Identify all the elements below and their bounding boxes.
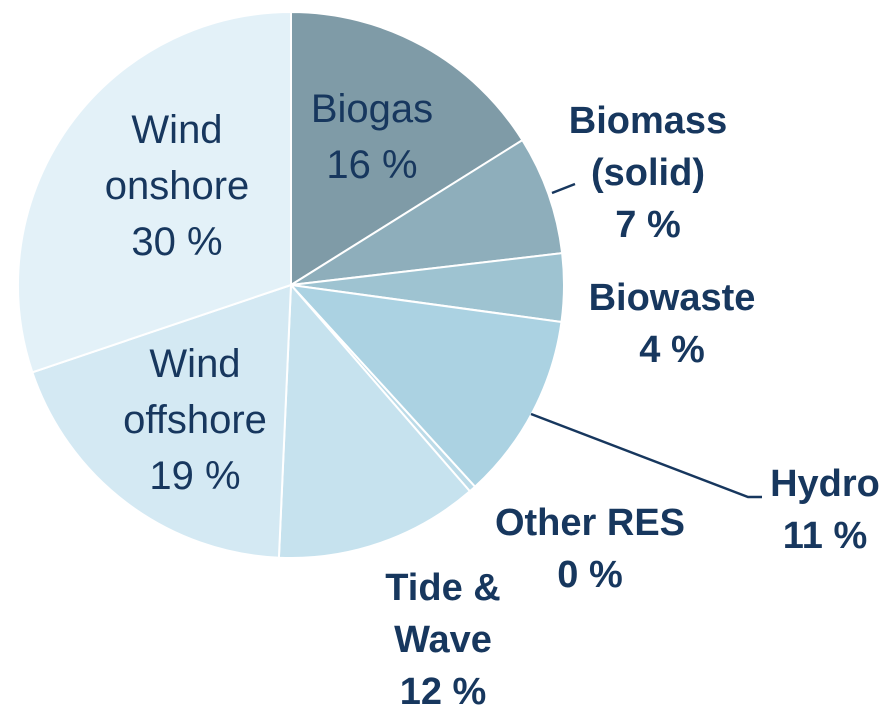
label-line-other-res-0: Other RES [495,502,685,544]
label-line-wind-offshore-0: Wind [149,342,240,386]
label-biowaste: Biowaste 4 % [589,277,756,371]
label-line-hydro-0: Hydro [770,463,880,505]
leader-line-hydro [531,414,762,497]
label-other-res: Other RES 0 % [495,502,685,596]
label-line-biomass-solid-2: 7 % [615,204,680,246]
label-line-tide-wave-2: 12 % [400,671,487,713]
label-line-wind-onshore-0: Wind [131,108,222,152]
label-line-wind-onshore-2: 30 % [131,220,222,264]
label-line-tide-wave-1: Wave [394,619,492,661]
label-line-wind-offshore-1: offshore [123,398,267,442]
label-line-wind-onshore-1: onshore [105,164,250,208]
label-line-biomass-solid-1: (solid) [591,152,705,194]
label-line-biowaste-0: Biowaste [589,277,756,319]
label-hydro: Hydro 11 % [770,463,880,557]
label-line-biogas-1: 16 % [326,143,417,187]
label-line-biomass-solid-0: Biomass [569,100,727,142]
label-line-tide-wave-0: Tide & [385,567,500,609]
label-line-wind-offshore-2: 19 % [149,454,240,498]
label-biomass-solid: Biomass (solid) 7 % [569,100,727,246]
label-tide-wave: Tide & Wave 12 % [385,567,500,713]
label-line-biogas-0: Biogas [311,87,433,131]
label-line-other-res-1: 0 % [557,554,622,596]
label-line-biowaste-1: 4 % [639,329,704,371]
label-line-hydro-1: 11 % [783,515,868,557]
pie-slices [18,12,564,558]
leader-line-biomass-solid [552,184,575,193]
